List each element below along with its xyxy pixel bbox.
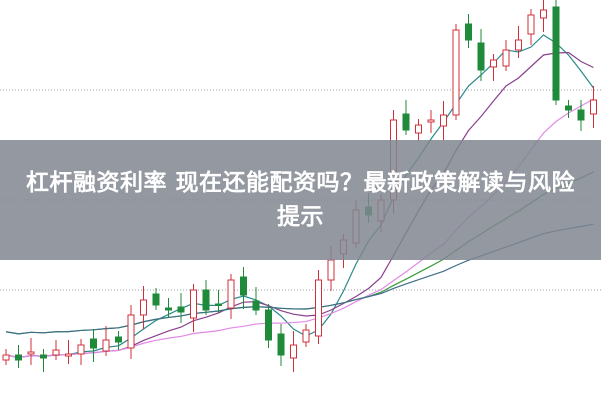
candle-body	[302, 329, 310, 343]
candle-body	[565, 105, 572, 111]
candle-body	[577, 109, 585, 121]
candle-body	[52, 349, 60, 356]
candle-body	[165, 307, 172, 311]
candle-body	[415, 124, 422, 134]
candle-body	[515, 39, 522, 51]
candle-body	[452, 29, 460, 116]
candle-body	[315, 279, 322, 337]
candle-body	[102, 339, 110, 352]
candle-body	[77, 344, 85, 355]
candle-body	[552, 6, 560, 101]
candle-body	[240, 276, 247, 296]
candle-body	[490, 59, 497, 68]
candle-body	[202, 289, 210, 311]
candle-body	[402, 113, 410, 131]
candle-body	[152, 293, 160, 306]
candle-body	[2, 354, 10, 361]
candle-body	[265, 309, 272, 341]
candle-body	[27, 351, 35, 355]
candle-body	[590, 99, 597, 115]
candle-body	[127, 314, 135, 349]
candle-body	[215, 303, 222, 306]
candle-body	[65, 353, 72, 357]
candle-body	[40, 354, 47, 359]
candle-body	[115, 336, 122, 343]
candle-body	[90, 338, 97, 349]
candle-body	[227, 279, 235, 309]
candle-body	[502, 49, 510, 67]
candle-body	[190, 289, 197, 319]
candle-body	[327, 259, 335, 281]
candle-body	[427, 119, 435, 123]
candle-body	[440, 114, 447, 127]
title-banner: 杠杆融资利率 现在还能配资吗？最新政策解读与风险提示	[0, 140, 601, 260]
candle-body	[290, 344, 297, 359]
candle-body	[465, 23, 472, 41]
candle-body	[140, 299, 147, 316]
candle-body	[527, 14, 535, 35]
candle-body	[15, 354, 22, 361]
candle-body	[277, 333, 285, 356]
article-title: 杠杆融资利率 现在还能配资吗？最新政策解读与风险提示	[25, 170, 575, 230]
candle-body	[252, 300, 260, 311]
candle-body	[540, 9, 547, 19]
candle-body	[477, 42, 485, 71]
candle-body	[177, 306, 185, 313]
